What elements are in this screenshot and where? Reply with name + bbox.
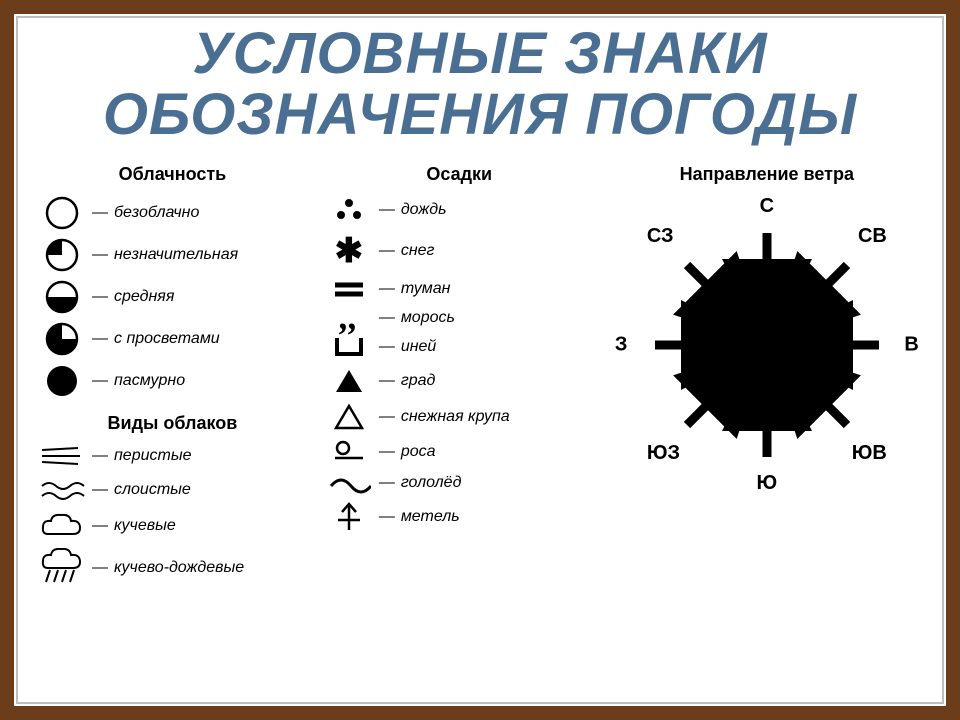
- decorative-frame: УСЛОВНЫЕ ЗНАКИ ОБОЗНАЧЕНИЯ ПОГОДЫ Облачн…: [0, 0, 960, 720]
- compass-s: Ю: [757, 472, 778, 495]
- label-drizzle: морось: [401, 309, 455, 327]
- label-snowpellets: снежная крупа: [401, 408, 510, 426]
- row-cumulonimbus: — кучево-дождевые: [34, 548, 311, 588]
- label-glaze: гололёд: [401, 474, 462, 492]
- label-cumulonimbus: кучево-дождевые: [114, 559, 244, 577]
- row-gaps: — с просветами: [34, 321, 311, 357]
- compass-sw: ЮЗ: [647, 442, 680, 465]
- wind-compass: С Ю З В СЗ СВ ЮЗ ЮВ: [617, 195, 917, 495]
- label-fog: туман: [401, 280, 451, 298]
- blizzard-icon: [321, 500, 377, 534]
- label-snow: снег: [401, 242, 435, 260]
- label-dew: роса: [401, 443, 436, 461]
- cumulonimbus-icon: [34, 548, 90, 588]
- row-drizzle: ,, — морось: [321, 307, 598, 329]
- label-hail: град: [401, 372, 436, 390]
- compass-n: С: [760, 195, 774, 218]
- label-medium: средняя: [114, 288, 174, 306]
- label-slight: незначительная: [114, 246, 238, 264]
- label-overcast: пасмурно: [114, 372, 185, 390]
- label-cumulus: кучевые: [114, 517, 176, 535]
- row-glaze: — гололёд: [321, 472, 598, 494]
- columns: Облачность — безоблачно — незначительная…: [34, 164, 926, 594]
- heading-wind: Направление ветра: [608, 164, 926, 185]
- row-fog: — туман: [321, 277, 598, 301]
- cumulus-icon: [34, 510, 90, 542]
- col-cloudiness: Облачность — безоблачно — незначительная…: [34, 164, 311, 594]
- compass-w: З: [615, 333, 628, 356]
- compass-nw: СЗ: [647, 225, 674, 248]
- snow-icon: ✱: [321, 231, 377, 271]
- title-line2: ОБОЗНАЧЕНИЯ ПОГОДЫ: [103, 82, 857, 147]
- snow-pellets-icon: [321, 402, 377, 432]
- heading-precipitation: Осадки: [321, 164, 598, 185]
- label-cirrus: перистые: [114, 447, 192, 465]
- title-line1: УСЛОВНЫЕ ЗНАКИ: [192, 21, 767, 86]
- rain-icon: [321, 195, 377, 225]
- compass-se: ЮВ: [852, 442, 887, 465]
- stratus-icon: [34, 476, 90, 504]
- compass-e: В: [904, 333, 918, 356]
- label-stratus: слоистые: [114, 481, 191, 499]
- gaps-cloud-icon: [34, 321, 90, 357]
- label-rime: иней: [401, 338, 437, 356]
- row-cumulus: — кучевые: [34, 510, 311, 542]
- row-rain: — дождь: [321, 195, 598, 225]
- row-medium: — средняя: [34, 279, 311, 315]
- row-snowpellets: — снежная крупа: [321, 402, 598, 432]
- rime-icon: [321, 334, 377, 360]
- row-snow: ✱ — снег: [321, 231, 598, 271]
- row-clear: — безоблачно: [34, 195, 311, 231]
- label-blizzard: метель: [401, 508, 460, 526]
- row-overcast: — пасмурно: [34, 363, 311, 399]
- overcast-icon: [34, 363, 90, 399]
- heading-cloud-types: Виды облаков: [34, 413, 311, 434]
- compass-ne: СВ: [858, 225, 887, 248]
- row-blizzard: — метель: [321, 500, 598, 534]
- slight-cloud-icon: [34, 237, 90, 273]
- row-cirrus: — перистые: [34, 442, 311, 470]
- row-dew: — роса: [321, 438, 598, 466]
- clear-icon: [34, 195, 90, 231]
- col-precipitation: Осадки — дождь ✱ — снег — туман ,,: [321, 164, 598, 594]
- heading-cloudiness: Облачность: [34, 164, 311, 185]
- col-wind: Направление ветра: [608, 164, 926, 594]
- row-stratus: — слоистые: [34, 476, 311, 504]
- label-rain: дождь: [401, 201, 447, 219]
- cirrus-icon: [34, 442, 90, 470]
- drizzle-icon: ,,: [321, 307, 377, 329]
- label-clear: безоблачно: [114, 204, 199, 222]
- row-hail: — град: [321, 366, 598, 396]
- glaze-ice-icon: [321, 472, 377, 494]
- dew-icon: [321, 438, 377, 466]
- page-title: УСЛОВНЫЕ ЗНАКИ ОБОЗНАЧЕНИЯ ПОГОДЫ: [34, 24, 926, 146]
- label-gaps: с просветами: [114, 330, 220, 348]
- medium-cloud-icon: [34, 279, 90, 315]
- row-slight: — незначительная: [34, 237, 311, 273]
- row-rime: — иней: [321, 334, 598, 360]
- hail-icon: [321, 366, 377, 396]
